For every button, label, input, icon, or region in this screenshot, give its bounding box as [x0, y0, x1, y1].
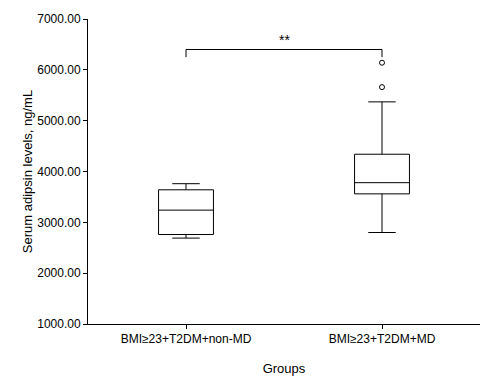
svg-text:6000.00: 6000.00	[37, 63, 81, 77]
svg-text:2000.00: 2000.00	[37, 266, 81, 280]
svg-text:BMI≥23+T2DM+non-MD: BMI≥23+T2DM+non-MD	[121, 332, 252, 346]
svg-text:Groups: Groups	[263, 361, 306, 376]
svg-text:4000.00: 4000.00	[37, 165, 81, 179]
svg-text:5000.00: 5000.00	[37, 114, 81, 128]
svg-text:**: **	[279, 32, 290, 48]
svg-text:BMI≥23+T2DM+MD: BMI≥23+T2DM+MD	[329, 332, 436, 346]
svg-text:3000.00: 3000.00	[37, 216, 81, 230]
svg-text:7000.00: 7000.00	[37, 12, 81, 26]
svg-text:Serum adipsin levels, ng/mL: Serum adipsin levels, ng/mL	[20, 90, 35, 253]
svg-text:1000.00: 1000.00	[37, 317, 81, 331]
